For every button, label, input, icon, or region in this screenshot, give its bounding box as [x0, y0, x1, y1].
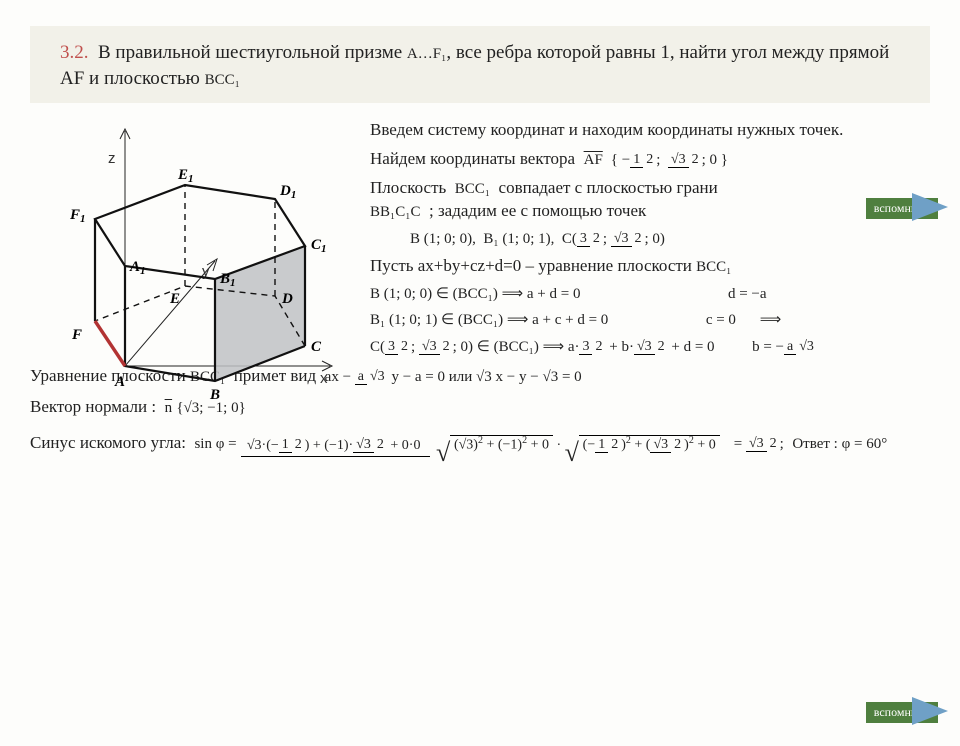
svg-text:C1: C1 [311, 237, 327, 255]
svg-text:D1: D1 [279, 183, 296, 201]
axis-z-label: z [108, 150, 116, 167]
svg-text:D: D [281, 291, 293, 307]
svg-text:A1: A1 [129, 259, 146, 277]
eq-row-b: B (1; 0; 0) ∈ (BCC₁) ⟹ a + d = 0 d = −a [370, 284, 930, 304]
line-coords-intro: Введем систему координат и находим коорд… [370, 119, 930, 142]
solution-text: Введем систему координат и находим коорд… [370, 119, 930, 357]
problem-header: 3.2. В правильной шестиугольной призме A… [30, 26, 930, 103]
eq-row-b1: B₁ (1; 0; 1) ∈ (BCC₁) ⟹ a + c + d = 0 c … [370, 310, 930, 330]
problem-number: 3.2. [60, 42, 89, 63]
points-bbc: B (1; 0; 0), B₁ (1; 0; 1), C(32; √32; 0) [410, 229, 930, 249]
svg-text:B: B [209, 387, 220, 403]
plane-name: BCC₁ [205, 72, 240, 88]
svg-text:A: A [114, 374, 125, 390]
content-area: z x y A B C [0, 103, 960, 357]
svg-text:E: E [169, 291, 180, 307]
axis-x-label: x [320, 370, 328, 387]
prism-diagram: z x y A B C [30, 111, 360, 411]
arrow-icon-1 [912, 193, 948, 221]
header-text-1: В правильной шестиугольной призме [98, 42, 402, 63]
line-plane-eq: Пусть ax+by+cz+d=0 – уравнение плоскости… [370, 255, 930, 278]
answer: Ответ : φ = 60° [792, 436, 887, 452]
svg-text:F1: F1 [69, 207, 86, 225]
eq-row-c: C(32; √32; 0) ∈ (BCC₁) ⟹ a·32 + b·√32 + … [370, 337, 930, 357]
svg-text:E1: E1 [177, 167, 194, 185]
line-sin: Синус искомого угла: sin φ = √3·(−12) + … [30, 430, 930, 456]
line-vector: Найдем координаты вектора AF { −12; √32;… [370, 148, 930, 171]
svg-text:F: F [71, 327, 82, 343]
arrow-icon-2 [912, 697, 948, 725]
prism-name: A…F₁ [407, 46, 446, 62]
svg-text:C: C [311, 339, 322, 355]
line-plane-coincide: Плоскость BCC₁ совпадает с плоскостью гр… [370, 177, 930, 223]
